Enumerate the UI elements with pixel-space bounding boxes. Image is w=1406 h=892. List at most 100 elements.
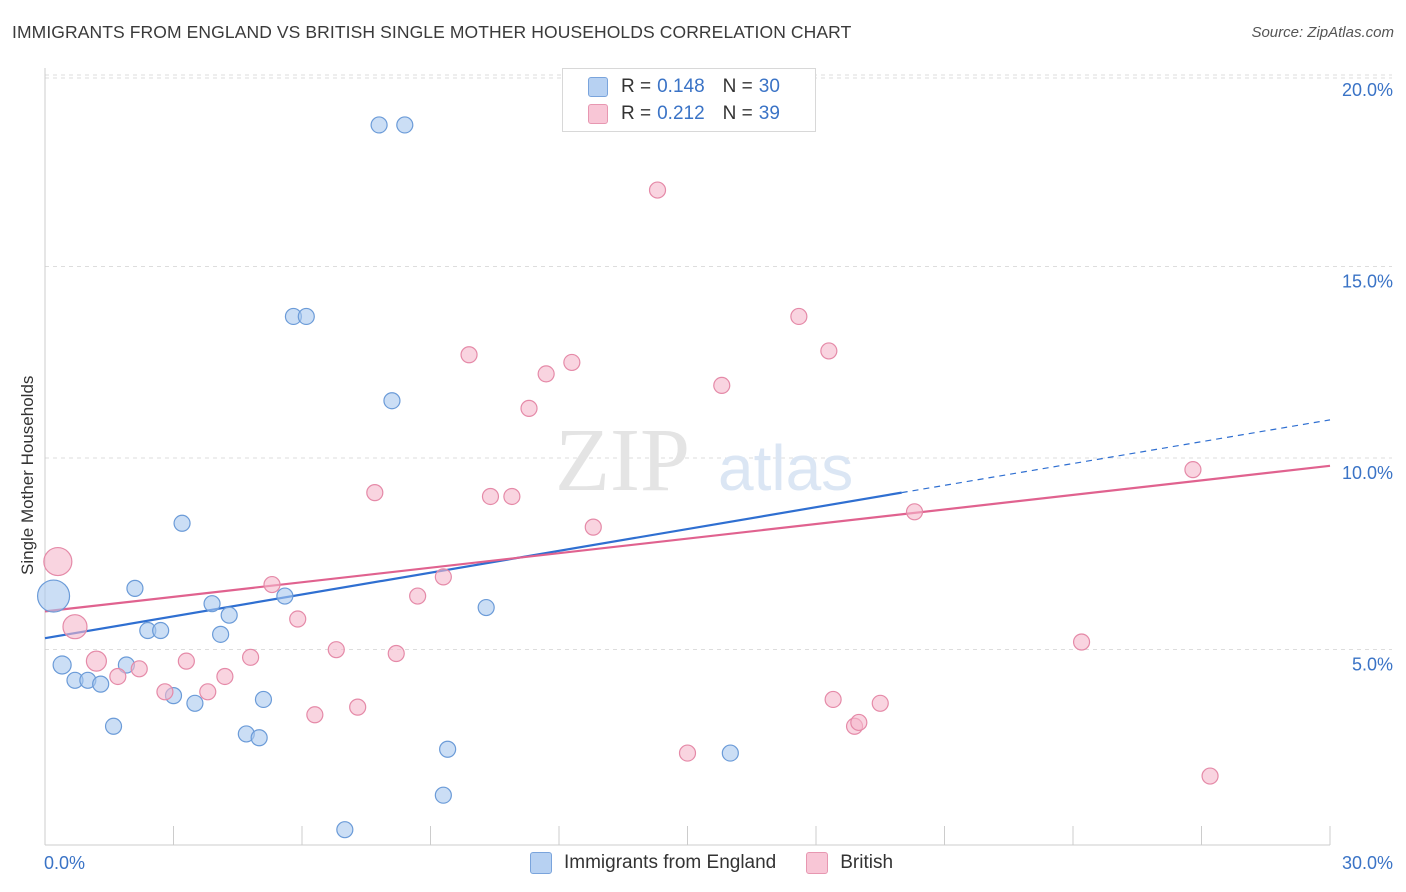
point-england (173, 514, 191, 532)
y-tick-label: 20.0% (1342, 80, 1393, 100)
point-british (289, 610, 307, 628)
watermark-zip: ZIP (555, 411, 690, 510)
point-england (439, 740, 457, 758)
watermark: ZIP atlas (555, 411, 853, 510)
point-british (713, 376, 731, 394)
legend-row-british: R = 0.212 N = 39 (588, 103, 780, 125)
point-british (905, 503, 924, 521)
point-british (584, 518, 602, 536)
y-tick-label: 5.0% (1352, 655, 1393, 675)
chart-title: IMMIGRANTS FROM ENGLAND VS BRITISH SINGL… (12, 22, 852, 42)
point-british (678, 744, 697, 762)
point-england (297, 307, 315, 326)
point-british (349, 698, 367, 716)
trend-line-england-extension (901, 419, 1331, 494)
point-british (648, 181, 667, 199)
point-british (434, 568, 452, 586)
x-tick-label: 0.0% (44, 853, 85, 873)
point-england (370, 116, 388, 134)
point-british (62, 614, 88, 640)
r-label: R = (621, 76, 652, 97)
legend-row-england: R = 0.148 N = 30 (588, 76, 780, 98)
point-england (396, 116, 414, 134)
point-british (820, 342, 838, 360)
legend-swatch-blue (588, 77, 608, 97)
point-england (186, 694, 204, 712)
point-england (36, 579, 71, 613)
source-label: Source: ZipAtlas.com (1251, 24, 1394, 41)
point-british (537, 365, 555, 383)
point-england (152, 621, 170, 640)
n-value: 39 (758, 103, 780, 124)
y-tick-labels: 5.0% 10.0% 15.0% 20.0% (1342, 80, 1393, 675)
point-british (871, 694, 889, 712)
watermark-atlas: atlas (718, 432, 853, 504)
trend-line-british (44, 464, 1331, 613)
point-england (383, 392, 401, 410)
point-british (790, 307, 808, 326)
point-british (263, 575, 281, 594)
point-british (1184, 461, 1202, 479)
point-england (250, 729, 268, 747)
point-british (824, 690, 842, 709)
point-england (254, 690, 273, 709)
r-value: 0.212 (657, 103, 705, 124)
point-british (850, 713, 868, 732)
legend-item-british: British (806, 852, 893, 874)
legend-stats: R = 0.148 N = 30 R = 0.212 N = 39 (562, 68, 816, 132)
data-points (36, 116, 1219, 839)
legend-label-england: Immigrants from England (564, 852, 777, 873)
legend-swatch-pink (806, 852, 829, 874)
point-british (563, 353, 581, 372)
point-british (242, 648, 260, 666)
point-british (156, 683, 174, 701)
point-british (85, 650, 108, 672)
point-british (520, 399, 538, 417)
legend-swatch-pink (588, 104, 608, 124)
point-england (220, 606, 238, 624)
point-england (52, 655, 72, 675)
series-legend: Immigrants from England British (530, 852, 923, 874)
point-british (1201, 767, 1219, 785)
point-england (92, 675, 110, 693)
point-british (130, 660, 148, 678)
x-tick-label: 30.0% (1342, 853, 1393, 873)
point-british (199, 683, 217, 701)
point-british (503, 487, 521, 506)
legend-item-england: Immigrants from England (530, 852, 776, 874)
point-british (366, 484, 384, 502)
point-british (43, 546, 73, 577)
n-label: N = (722, 76, 753, 97)
point-british (1072, 633, 1091, 651)
gridlines (45, 74, 1392, 650)
r-label: R = (621, 103, 652, 124)
point-england (126, 579, 144, 597)
point-england (434, 786, 452, 804)
y-tick-label: 15.0% (1342, 272, 1393, 292)
point-england (721, 744, 739, 762)
point-england (276, 587, 294, 605)
point-british (109, 667, 127, 686)
n-label: N = (722, 103, 753, 124)
trend-line-england (44, 491, 902, 640)
r-value: 0.148 (657, 76, 705, 97)
point-england (203, 595, 221, 613)
n-value: 30 (758, 76, 780, 97)
point-british (216, 667, 234, 686)
point-england (477, 598, 495, 617)
point-british (409, 587, 427, 605)
axes (44, 68, 1331, 846)
x-tick-labels: 0.0% 30.0% (44, 853, 1393, 873)
point-british (306, 706, 324, 724)
legend-label-british: British (840, 852, 894, 873)
y-axis-label: Single Mother Households (18, 375, 37, 575)
point-england (212, 625, 230, 643)
point-british (460, 346, 478, 364)
trend-lines (44, 419, 1331, 640)
point-british (387, 644, 405, 663)
point-england (336, 821, 354, 839)
point-british (481, 487, 500, 506)
point-england (104, 717, 123, 735)
legend-swatch-blue (530, 852, 552, 874)
